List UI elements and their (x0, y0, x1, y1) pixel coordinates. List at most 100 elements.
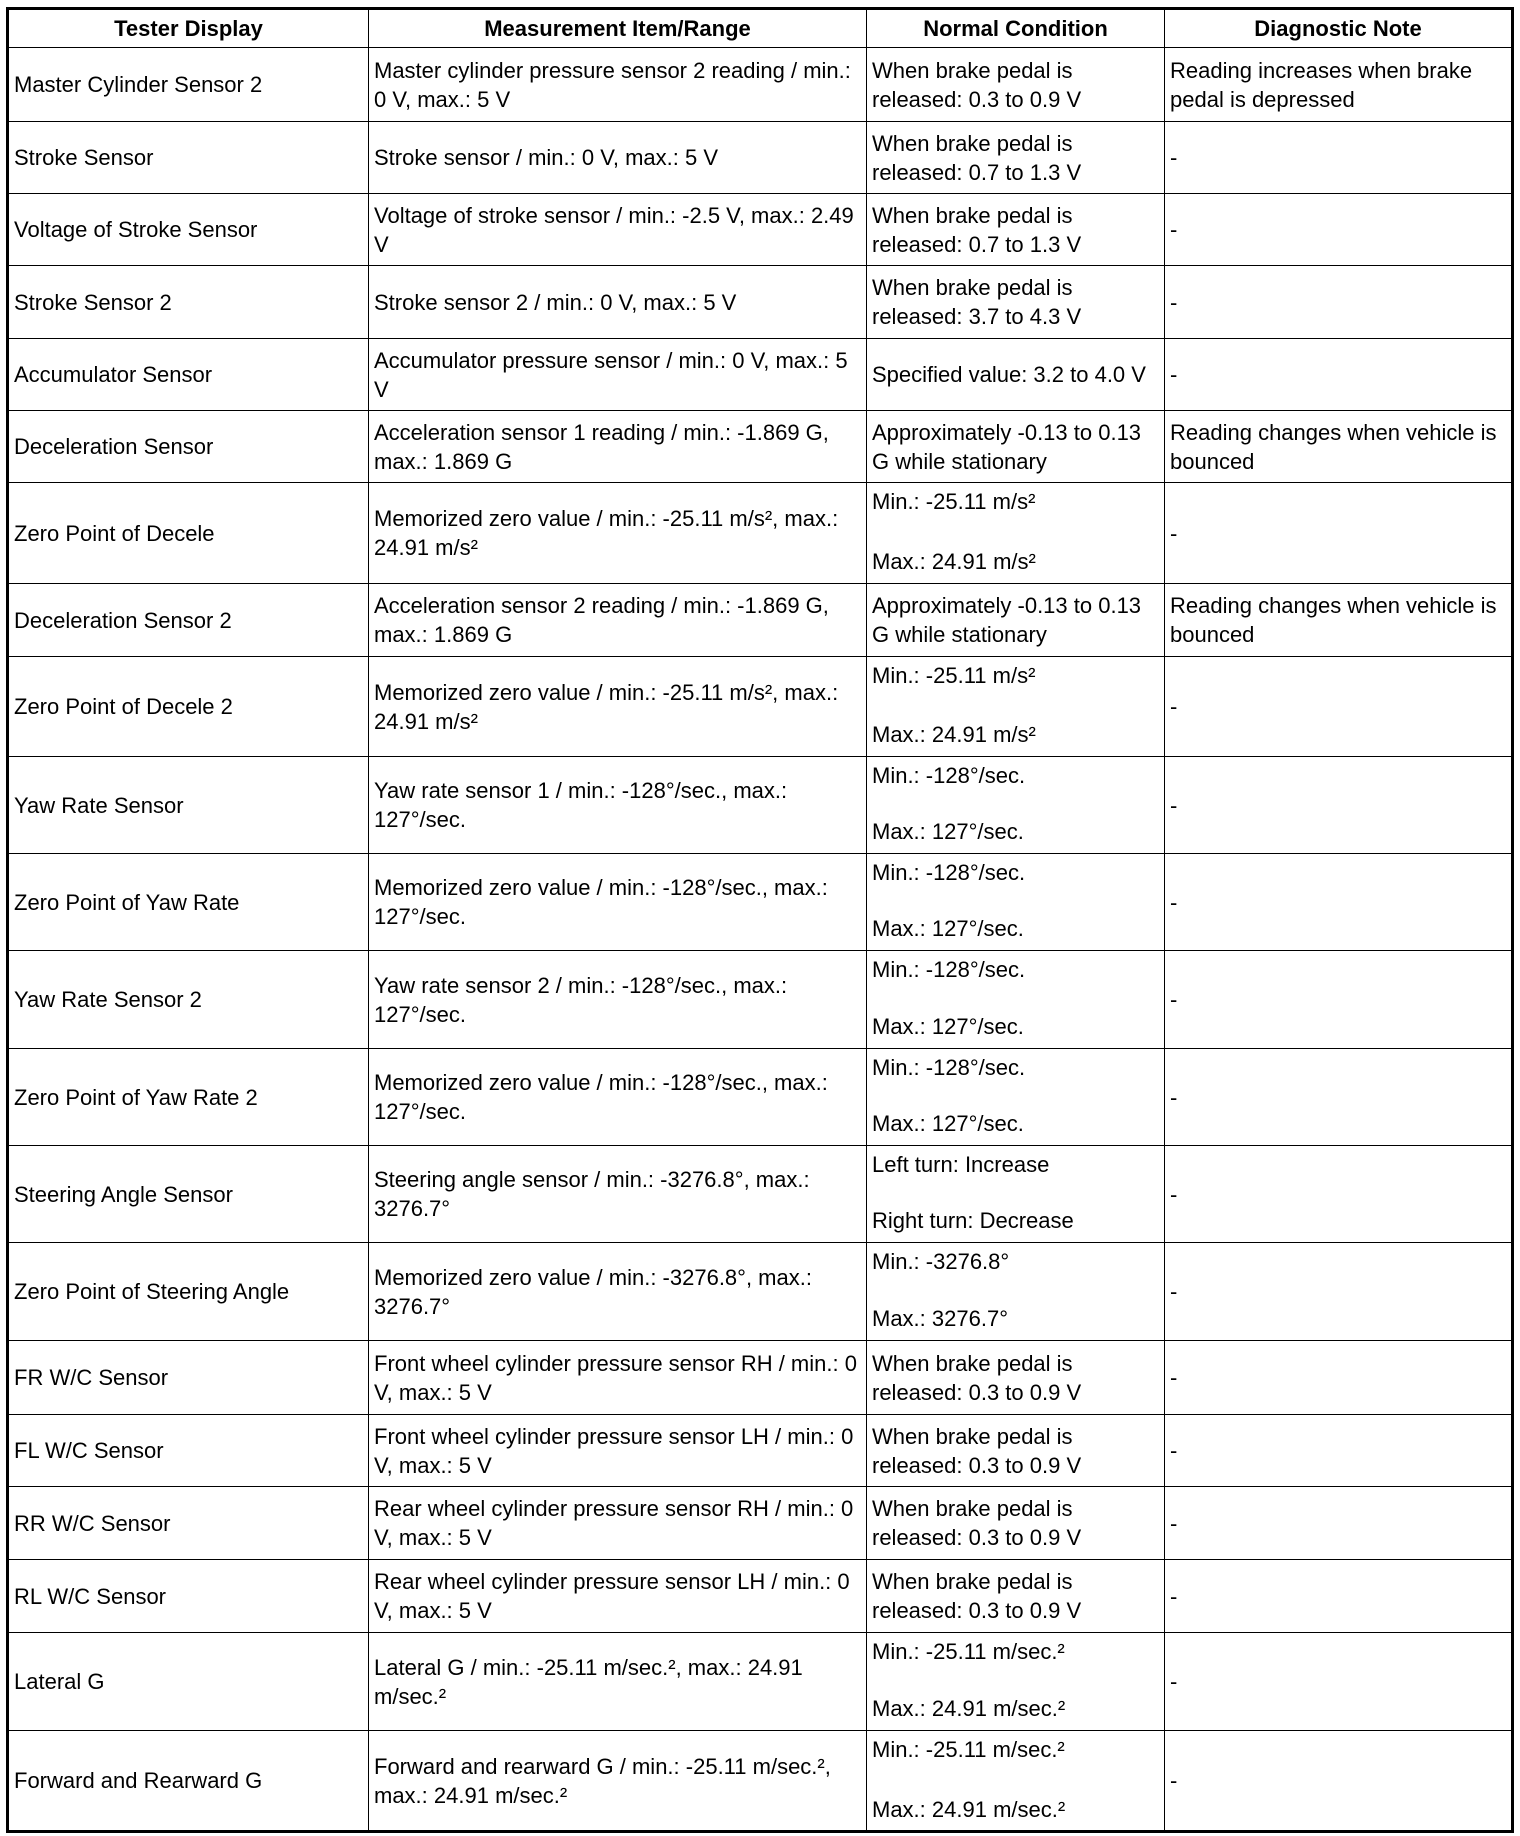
cell-normal-condition: Min.: -128°/sec. Max.: 127°/sec. (866, 756, 1165, 854)
cell-normal-condition: When brake pedal is released: 0.3 to 0.9… (866, 47, 1165, 122)
normal-condition-line: Min.: -25.11 m/s² (872, 489, 1036, 514)
header-measurement-item: Measurement Item/Range (368, 8, 867, 48)
table-row: Stroke Sensor Stroke sensor / min.: 0 V, … (7, 121, 1513, 194)
cell-tester-display: FL W/C Sensor (7, 1414, 369, 1487)
normal-condition-line: Min.: -128°/sec. (872, 763, 1026, 788)
cell-diagnostic-note: Reading changes when vehicle is bounced (1164, 410, 1513, 483)
cell-normal-condition: When brake pedal is released: 0.3 to 0.9… (866, 1559, 1165, 1633)
cell-diagnostic-note: - (1164, 1340, 1513, 1415)
cell-measurement-item: Steering angle sensor / min.: -3276.8°, … (368, 1145, 867, 1243)
cell-measurement-item: Stroke sensor 2 / min.: 0 V, max.: 5 V (368, 265, 867, 339)
normal-condition-line: Max.: 127°/sec. (872, 819, 1024, 844)
cell-measurement-item: Front wheel cylinder pressure sensor RH … (368, 1340, 867, 1415)
cell-diagnostic-note: - (1164, 265, 1513, 339)
cell-normal-condition: When brake pedal is released: 0.3 to 0.9… (866, 1486, 1165, 1560)
normal-condition-line: Max.: 24.91 m/sec.² (872, 1797, 1066, 1822)
table-row: Yaw Rate Sensor 2 Yaw rate sensor 2 / min… (7, 950, 1513, 1049)
cell-diagnostic-note: - (1164, 1414, 1513, 1487)
table-row: Accumulator Sensor Accumulator pressure s… (7, 338, 1513, 411)
normal-condition-line: Max.: 24.91 m/s² (872, 722, 1036, 747)
table-row: Steering Angle Sensor Steering angle sens… (7, 1145, 1513, 1243)
cell-measurement-item: Memorized zero value / min.: -3276.8°, m… (368, 1242, 867, 1341)
cell-tester-display: Zero Point of Yaw Rate 2 (7, 1048, 369, 1146)
cell-tester-display: Yaw Rate Sensor (7, 756, 369, 854)
cell-normal-condition: When brake pedal is released: 0.3 to 0.9… (866, 1414, 1165, 1487)
table-row: Yaw Rate Sensor Yaw rate sensor 1 / min.:… (7, 756, 1513, 854)
cell-normal-condition: Min.: -25.11 m/sec.² Max.: 24.91 m/sec.² (866, 1730, 1165, 1832)
cell-tester-display: Master Cylinder Sensor 2 (7, 47, 369, 122)
cell-tester-display: Lateral G (7, 1632, 369, 1731)
cell-diagnostic-note: - (1164, 756, 1513, 854)
cell-diagnostic-note: - (1164, 853, 1513, 951)
normal-condition-line: Min.: -25.11 m/sec.² (872, 1639, 1065, 1664)
header-diagnostic-note: Diagnostic Note (1164, 8, 1513, 48)
normal-condition-line: Right turn: Decrease (872, 1208, 1074, 1233)
cell-measurement-item: Rear wheel cylinder pressure sensor LH /… (368, 1559, 867, 1633)
cell-normal-condition: When brake pedal is released: 3.7 to 4.3… (866, 265, 1165, 339)
cell-diagnostic-note: - (1164, 193, 1513, 266)
normal-condition-lines: Min.: -128°/sec. Max.: 127°/sec. (872, 761, 1159, 846)
cell-diagnostic-note: - (1164, 1145, 1513, 1243)
cell-measurement-item: Yaw rate sensor 1 / min.: -128°/sec., ma… (368, 756, 867, 854)
normal-condition-lines: Min.: -128°/sec. Max.: 127°/sec. (872, 858, 1159, 943)
cell-diagnostic-note: - (1164, 1632, 1513, 1731)
normal-condition-lines: Min.: -3276.8° Max.: 3276.7° (872, 1247, 1159, 1333)
cell-diagnostic-note: Reading changes when vehicle is bounced (1164, 583, 1513, 657)
table-row: Zero Point of Steering Angle Memorized ze… (7, 1242, 1513, 1341)
header-row: Tester Display Measurement Item/Range No… (7, 8, 1513, 48)
cell-measurement-item: Master cylinder pressure sensor 2 readin… (368, 47, 867, 122)
cell-normal-condition: Min.: -3276.8° Max.: 3276.7° (866, 1242, 1165, 1341)
normal-condition-line: Max.: 127°/sec. (872, 916, 1024, 941)
normal-condition-lines: Min.: -128°/sec. Max.: 127°/sec. (872, 955, 1159, 1041)
cell-measurement-item: Front wheel cylinder pressure sensor LH … (368, 1414, 867, 1487)
cell-tester-display: Zero Point of Yaw Rate (7, 853, 369, 951)
normal-condition-line: Max.: 24.91 m/sec.² (872, 1696, 1066, 1721)
table-row: FL W/C Sensor Front wheel cylinder pressu… (7, 1414, 1513, 1487)
cell-measurement-item: Yaw rate sensor 2 / min.: -128°/sec., ma… (368, 950, 867, 1049)
cell-measurement-item: Stroke sensor / min.: 0 V, max.: 5 V (368, 121, 867, 194)
header-tester-display: Tester Display (7, 8, 369, 48)
normal-condition-line: Min.: -128°/sec. (872, 1055, 1026, 1080)
normal-condition-line: Min.: -25.11 m/sec.² (872, 1737, 1065, 1762)
normal-condition-line: Left turn: Increase (872, 1152, 1050, 1177)
table-row: RL W/C Sensor Rear wheel cylinder pressur… (7, 1559, 1513, 1633)
normal-condition-line: Max.: 127°/sec. (872, 1014, 1024, 1039)
normal-condition-line: Min.: -3276.8° (872, 1249, 1010, 1274)
cell-diagnostic-note: - (1164, 338, 1513, 411)
cell-tester-display: Zero Point of Decele (7, 482, 369, 584)
cell-diagnostic-note: Reading increases when brake pedal is de… (1164, 47, 1513, 122)
cell-tester-display: Deceleration Sensor (7, 410, 369, 483)
cell-tester-display: RL W/C Sensor (7, 1559, 369, 1633)
cell-normal-condition: When brake pedal is released: 0.3 to 0.9… (866, 1340, 1165, 1415)
cell-diagnostic-note: - (1164, 1559, 1513, 1633)
table-row: Master Cylinder Sensor 2 Master cylinder … (7, 47, 1513, 122)
cell-measurement-item: Memorized zero value / min.: -25.11 m/s²… (368, 656, 867, 757)
table-row: Deceleration Sensor 2 Acceleration sensor… (7, 583, 1513, 657)
normal-condition-line: Min.: -128°/sec. (872, 957, 1026, 982)
cell-diagnostic-note: - (1164, 1048, 1513, 1146)
cell-diagnostic-note: - (1164, 1730, 1513, 1832)
cell-diagnostic-note: - (1164, 950, 1513, 1049)
cell-tester-display: Zero Point of Steering Angle (7, 1242, 369, 1341)
cell-measurement-item: Lateral G / min.: -25.11 m/sec.², max.: … (368, 1632, 867, 1731)
table-row: Lateral G Lateral G / min.: -25.11 m/sec.… (7, 1632, 1513, 1731)
data-monitor-table: Tester Display Measurement Item/Range No… (6, 7, 1514, 1833)
table-row: Zero Point of Decele 2 Memorized zero val… (7, 656, 1513, 757)
cell-tester-display: Forward and Rearward G (7, 1730, 369, 1832)
cell-normal-condition: Min.: -25.11 m/s² Max.: 24.91 m/s² (866, 656, 1165, 757)
normal-condition-lines: Min.: -25.11 m/s² Max.: 24.91 m/s² (872, 487, 1159, 576)
cell-tester-display: FR W/C Sensor (7, 1340, 369, 1415)
normal-condition-line: Max.: 127°/sec. (872, 1111, 1024, 1136)
cell-diagnostic-note: - (1164, 1242, 1513, 1341)
normal-condition-lines: Min.: -25.11 m/sec.² Max.: 24.91 m/sec.² (872, 1637, 1159, 1723)
normal-condition-line: Min.: -25.11 m/s² (872, 663, 1036, 688)
cell-diagnostic-note: - (1164, 656, 1513, 757)
cell-diagnostic-note: - (1164, 121, 1513, 194)
table-row: Voltage of Stroke Sensor Voltage of strok… (7, 193, 1513, 266)
cell-measurement-item: Memorized zero value / min.: -25.11 m/s²… (368, 482, 867, 584)
table-row: Stroke Sensor 2 Stroke sensor 2 / min.: 0… (7, 265, 1513, 339)
cell-tester-display: RR W/C Sensor (7, 1486, 369, 1560)
cell-measurement-item: Memorized zero value / min.: -128°/sec.,… (368, 1048, 867, 1146)
table-row: Forward and Rearward G Forward and rearwa… (7, 1730, 1513, 1832)
cell-tester-display: Steering Angle Sensor (7, 1145, 369, 1243)
